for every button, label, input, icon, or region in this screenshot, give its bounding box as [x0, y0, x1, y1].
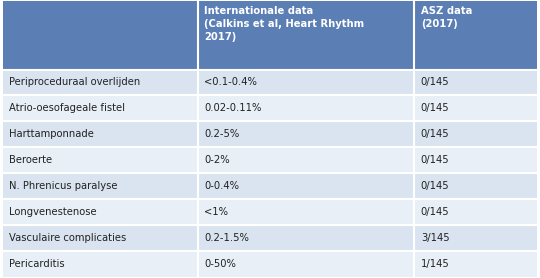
FancyBboxPatch shape — [414, 147, 537, 173]
FancyBboxPatch shape — [414, 225, 537, 251]
FancyBboxPatch shape — [198, 225, 414, 251]
FancyBboxPatch shape — [414, 121, 537, 147]
FancyBboxPatch shape — [414, 1, 537, 70]
FancyBboxPatch shape — [198, 1, 414, 70]
Text: 0-0.4%: 0-0.4% — [204, 181, 239, 191]
FancyBboxPatch shape — [198, 251, 414, 277]
FancyBboxPatch shape — [414, 95, 537, 121]
Text: Harttamponnade: Harttamponnade — [9, 129, 94, 139]
Text: 0/145: 0/145 — [421, 129, 449, 139]
FancyBboxPatch shape — [198, 173, 414, 199]
Text: Beroerte: Beroerte — [9, 155, 52, 165]
Text: 0.02-0.11%: 0.02-0.11% — [204, 103, 262, 113]
FancyBboxPatch shape — [3, 225, 198, 251]
Text: 0/145: 0/145 — [421, 181, 449, 191]
FancyBboxPatch shape — [414, 199, 537, 225]
Text: N. Phrenicus paralyse: N. Phrenicus paralyse — [9, 181, 118, 191]
FancyBboxPatch shape — [414, 173, 537, 199]
Text: 0.2-1.5%: 0.2-1.5% — [204, 233, 249, 243]
Text: Periproceduraal overlijden: Periproceduraal overlijden — [9, 78, 140, 88]
FancyBboxPatch shape — [3, 1, 198, 70]
FancyBboxPatch shape — [198, 70, 414, 95]
FancyBboxPatch shape — [3, 173, 198, 199]
Text: 0-50%: 0-50% — [204, 259, 236, 269]
Text: 0-2%: 0-2% — [204, 155, 230, 165]
Text: Atrio-oesofageale fistel: Atrio-oesofageale fistel — [9, 103, 125, 113]
Text: 3/145: 3/145 — [421, 233, 449, 243]
FancyBboxPatch shape — [414, 251, 537, 277]
FancyBboxPatch shape — [414, 70, 537, 95]
FancyBboxPatch shape — [3, 251, 198, 277]
Text: Internationale data
(Calkins et al, Heart Rhythm
2017): Internationale data (Calkins et al, Hear… — [204, 6, 364, 42]
Text: Vasculaire complicaties: Vasculaire complicaties — [9, 233, 126, 243]
Text: 0/145: 0/145 — [421, 155, 449, 165]
Text: 0/145: 0/145 — [421, 207, 449, 217]
FancyBboxPatch shape — [3, 95, 198, 121]
Text: Longvenestenose: Longvenestenose — [9, 207, 97, 217]
Text: Pericarditis: Pericarditis — [9, 259, 65, 269]
Text: 0/145: 0/145 — [421, 103, 449, 113]
Text: 0/145: 0/145 — [421, 78, 449, 88]
Text: 1/145: 1/145 — [421, 259, 450, 269]
FancyBboxPatch shape — [198, 121, 414, 147]
Text: ASZ data
(2017): ASZ data (2017) — [421, 6, 472, 29]
FancyBboxPatch shape — [3, 199, 198, 225]
Text: <0.1-0.4%: <0.1-0.4% — [204, 78, 257, 88]
Text: 0.2-5%: 0.2-5% — [204, 129, 240, 139]
FancyBboxPatch shape — [3, 121, 198, 147]
FancyBboxPatch shape — [198, 95, 414, 121]
FancyBboxPatch shape — [198, 199, 414, 225]
FancyBboxPatch shape — [198, 147, 414, 173]
Text: <1%: <1% — [204, 207, 228, 217]
FancyBboxPatch shape — [3, 70, 198, 95]
FancyBboxPatch shape — [3, 147, 198, 173]
